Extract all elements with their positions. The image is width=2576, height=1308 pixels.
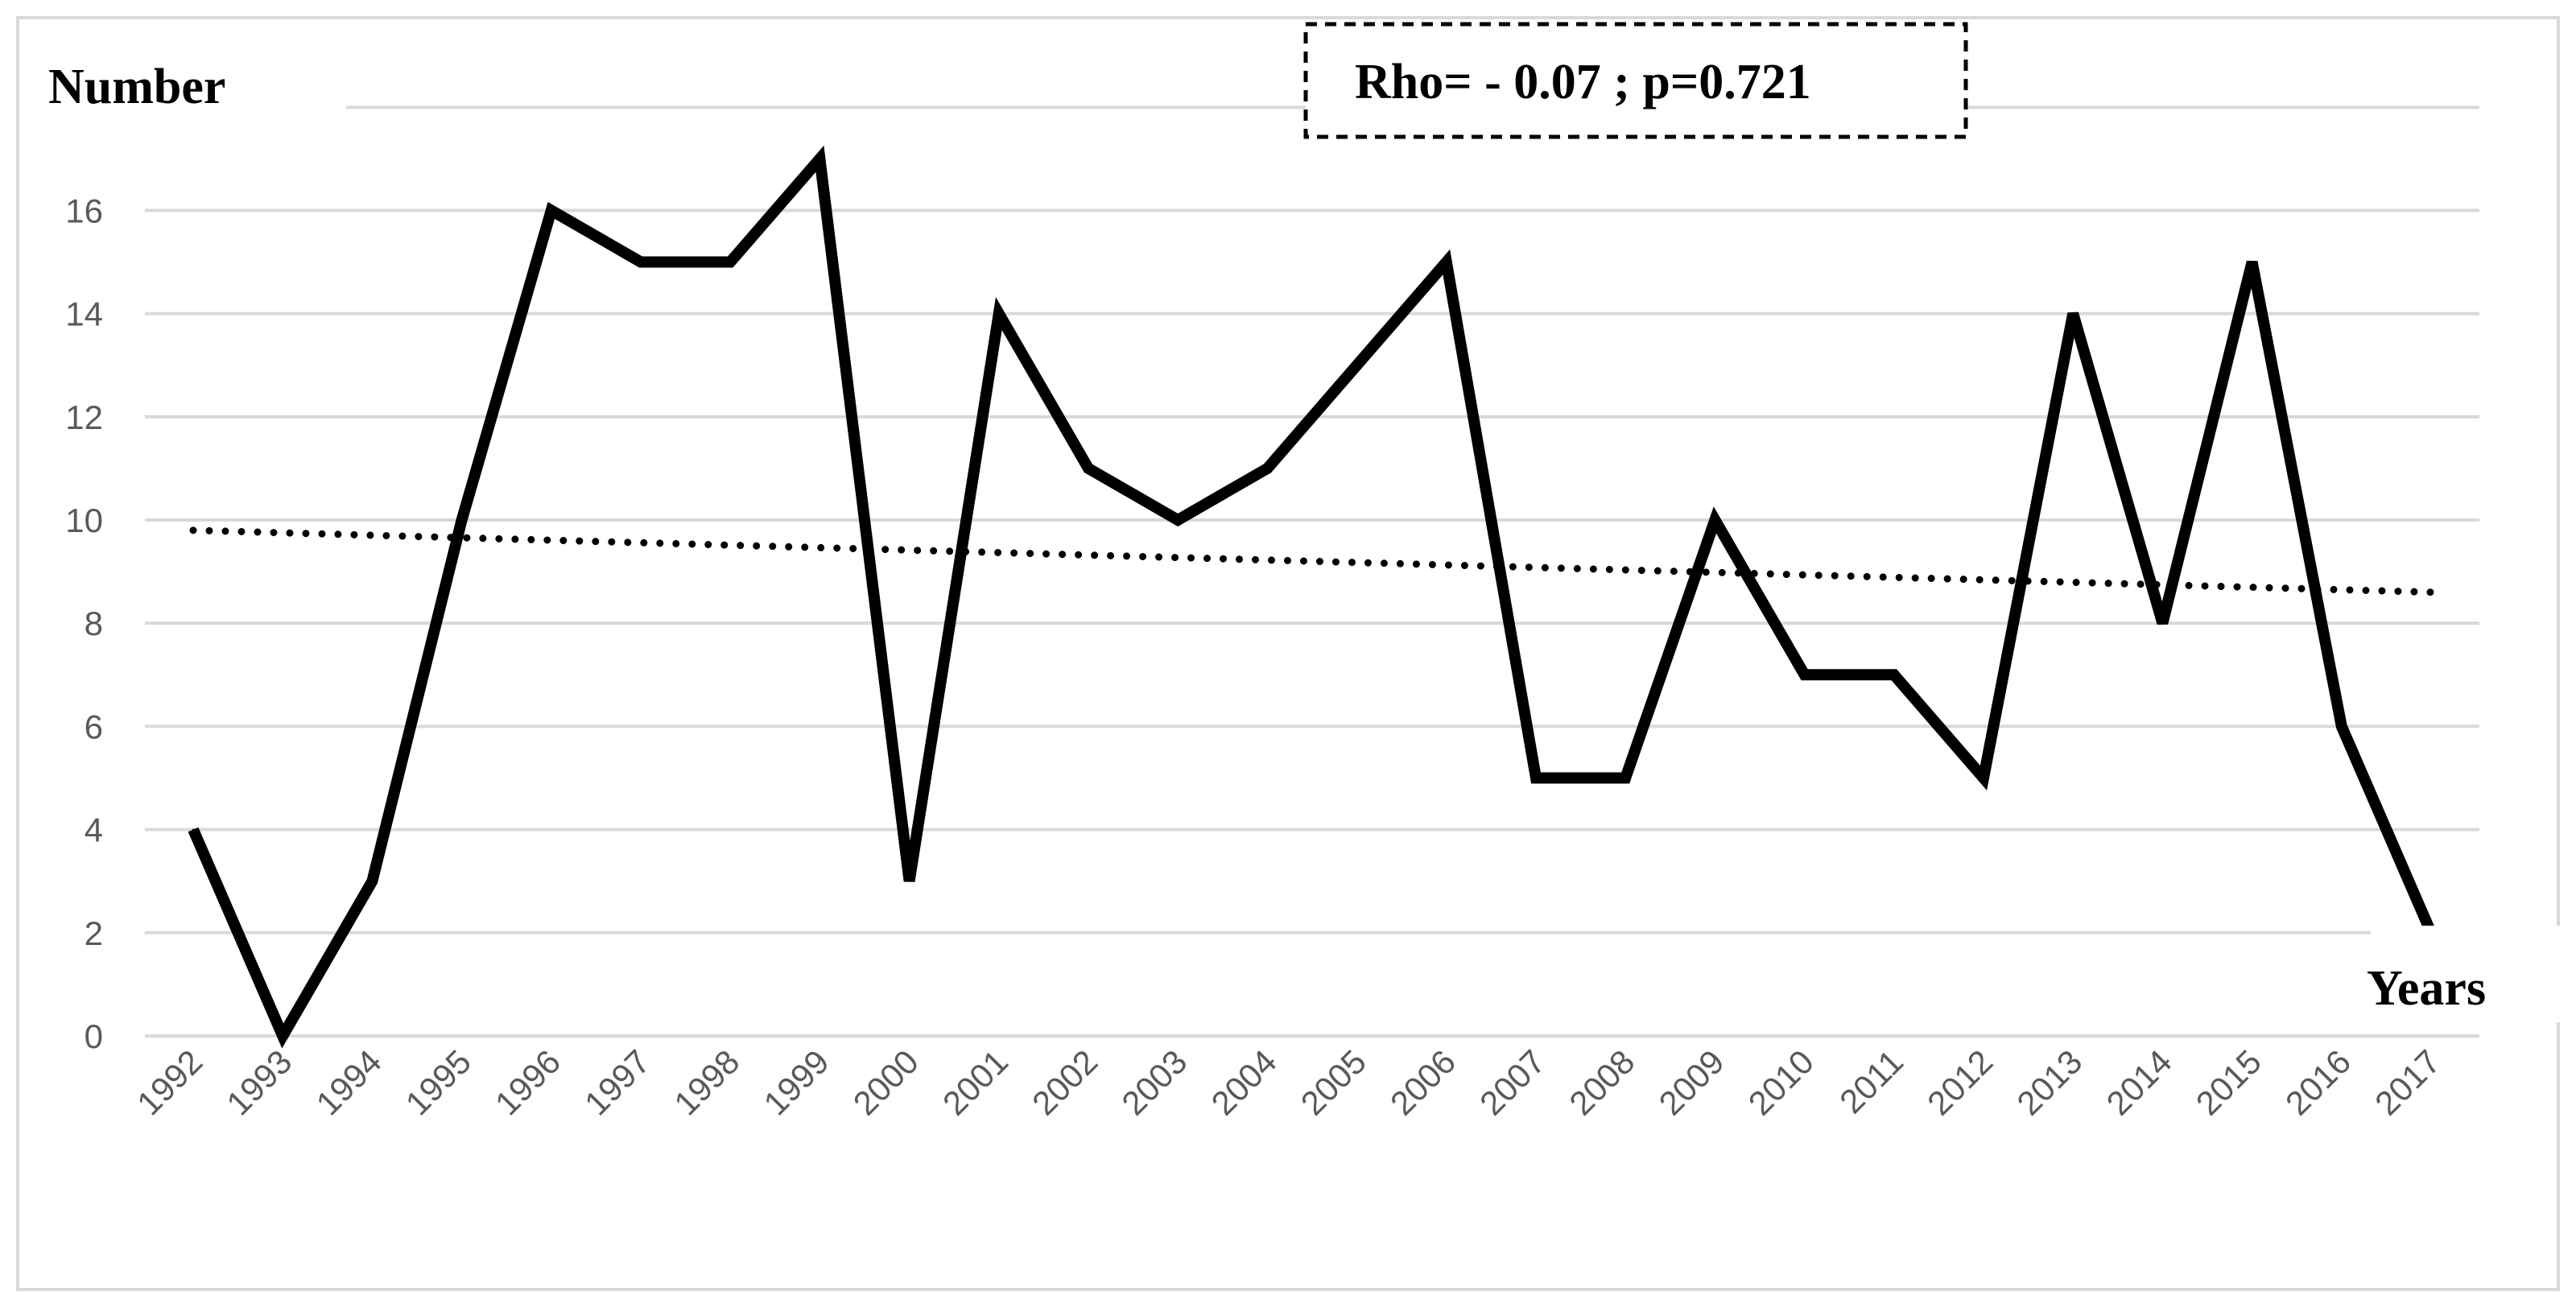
- data-point: [1983, 777, 1984, 779]
- data-point: [1714, 519, 1716, 521]
- y-tick-label: 12: [65, 398, 103, 436]
- x-axis-title: Years: [2367, 961, 2486, 1016]
- data-point: [282, 1035, 284, 1037]
- data-point: [1177, 519, 1179, 521]
- data-point: [550, 209, 552, 212]
- data-point: [729, 261, 732, 263]
- y-tick-label: 0: [85, 1017, 103, 1055]
- chart-frame: [16, 16, 2560, 1291]
- y-tick-label: 2: [85, 914, 103, 952]
- data-point: [1356, 364, 1358, 366]
- data-point: [2251, 261, 2253, 263]
- annotation-text: Rho= - 0.07 ; p=0.721: [1355, 55, 1811, 109]
- trendline: [189, 526, 2435, 596]
- y-axis-title-bg: [24, 40, 346, 129]
- data-point: [371, 880, 374, 882]
- y-tick-label: 16: [65, 192, 103, 229]
- data-point: [908, 880, 910, 882]
- x-axis-title-bg: [2371, 926, 2564, 1022]
- series-group: [188, 145, 2437, 1049]
- data-point: [460, 519, 463, 521]
- y-tick-label: 10: [65, 501, 103, 539]
- y-tick-label: 8: [85, 604, 103, 642]
- data-point: [1088, 467, 1089, 469]
- data-point: [2072, 312, 2074, 315]
- y-tick-label: 14: [65, 295, 103, 333]
- data-point: [2161, 622, 2164, 625]
- y-axis-ticks: 0 2 4 6 8 10 12 14 16: [65, 192, 103, 1055]
- data-point: [1893, 674, 1895, 676]
- data-point: [1624, 777, 1627, 779]
- data-point: [640, 261, 642, 263]
- data-point: [819, 158, 821, 160]
- data-point: [997, 312, 1000, 315]
- data-point: [192, 828, 194, 831]
- annotation-box: [1303, 22, 1968, 139]
- data-point: [1445, 261, 1447, 263]
- y-tick-label: 6: [85, 708, 103, 745]
- trendline-group: [189, 526, 2435, 596]
- data-point: [1266, 467, 1269, 469]
- series-line: [188, 145, 2437, 1049]
- y-axis-title: Number: [48, 60, 225, 114]
- gridlines: [145, 105, 2479, 1038]
- data-point: [1535, 777, 1537, 779]
- data-point: [2340, 725, 2343, 728]
- y-tick-label: 4: [85, 811, 103, 849]
- data-point: [1803, 674, 1806, 676]
